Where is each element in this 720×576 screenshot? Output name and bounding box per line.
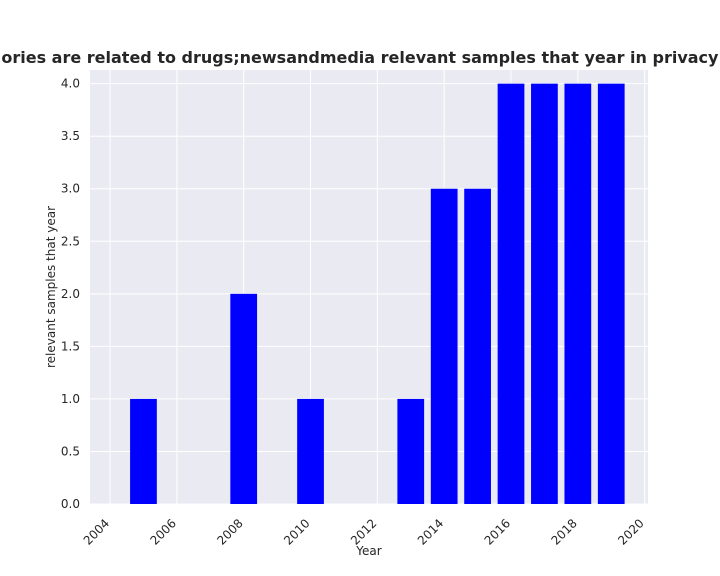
bar [230, 293, 258, 504]
bar [130, 398, 157, 504]
x-tick-label: 2012 [348, 516, 379, 547]
bar [531, 83, 558, 505]
y-axis-label: relevant samples that year [44, 206, 58, 368]
y-tick-label: 2.0 [61, 287, 80, 301]
x-tick-label: 2014 [415, 516, 446, 547]
y-tick-label: 0.0 [61, 497, 80, 511]
bars [130, 83, 625, 505]
bar [597, 83, 625, 505]
chart-title: n categories are related to drugs;newsan… [0, 48, 720, 67]
x-tick-label: 2004 [81, 516, 112, 547]
x-tick-label: 2006 [147, 516, 178, 547]
bar [564, 83, 592, 505]
x-tick-label: 2008 [214, 516, 245, 547]
bar [297, 398, 324, 504]
bar [464, 188, 491, 504]
bar [430, 188, 458, 504]
y-tick-label: 1.5 [61, 339, 80, 353]
plot-area [90, 70, 648, 504]
y-tick-labels: 0.0 0.5 1.0 1.5 2.0 2.5 3.0 3.5 4.0 [61, 77, 80, 511]
x-tick-label: 2016 [482, 516, 513, 547]
x-axis-label: Year [355, 544, 381, 558]
y-tick-label: 3.5 [61, 129, 80, 143]
bar [397, 398, 425, 504]
y-tick-label: 1.0 [61, 392, 80, 406]
x-tick-label: 2010 [281, 516, 312, 547]
x-tick-labels: 2004 2006 2008 2010 2012 2014 2016 2018 2020 [81, 516, 647, 547]
y-tick-label: 0.5 [61, 444, 80, 458]
y-tick-label: 3.0 [61, 182, 80, 196]
bar [497, 83, 525, 505]
y-tick-label: 4.0 [61, 77, 80, 91]
y-tick-label: 2.5 [61, 234, 80, 248]
x-tick-label: 2018 [548, 516, 579, 547]
x-tick-label: 2020 [615, 516, 646, 547]
